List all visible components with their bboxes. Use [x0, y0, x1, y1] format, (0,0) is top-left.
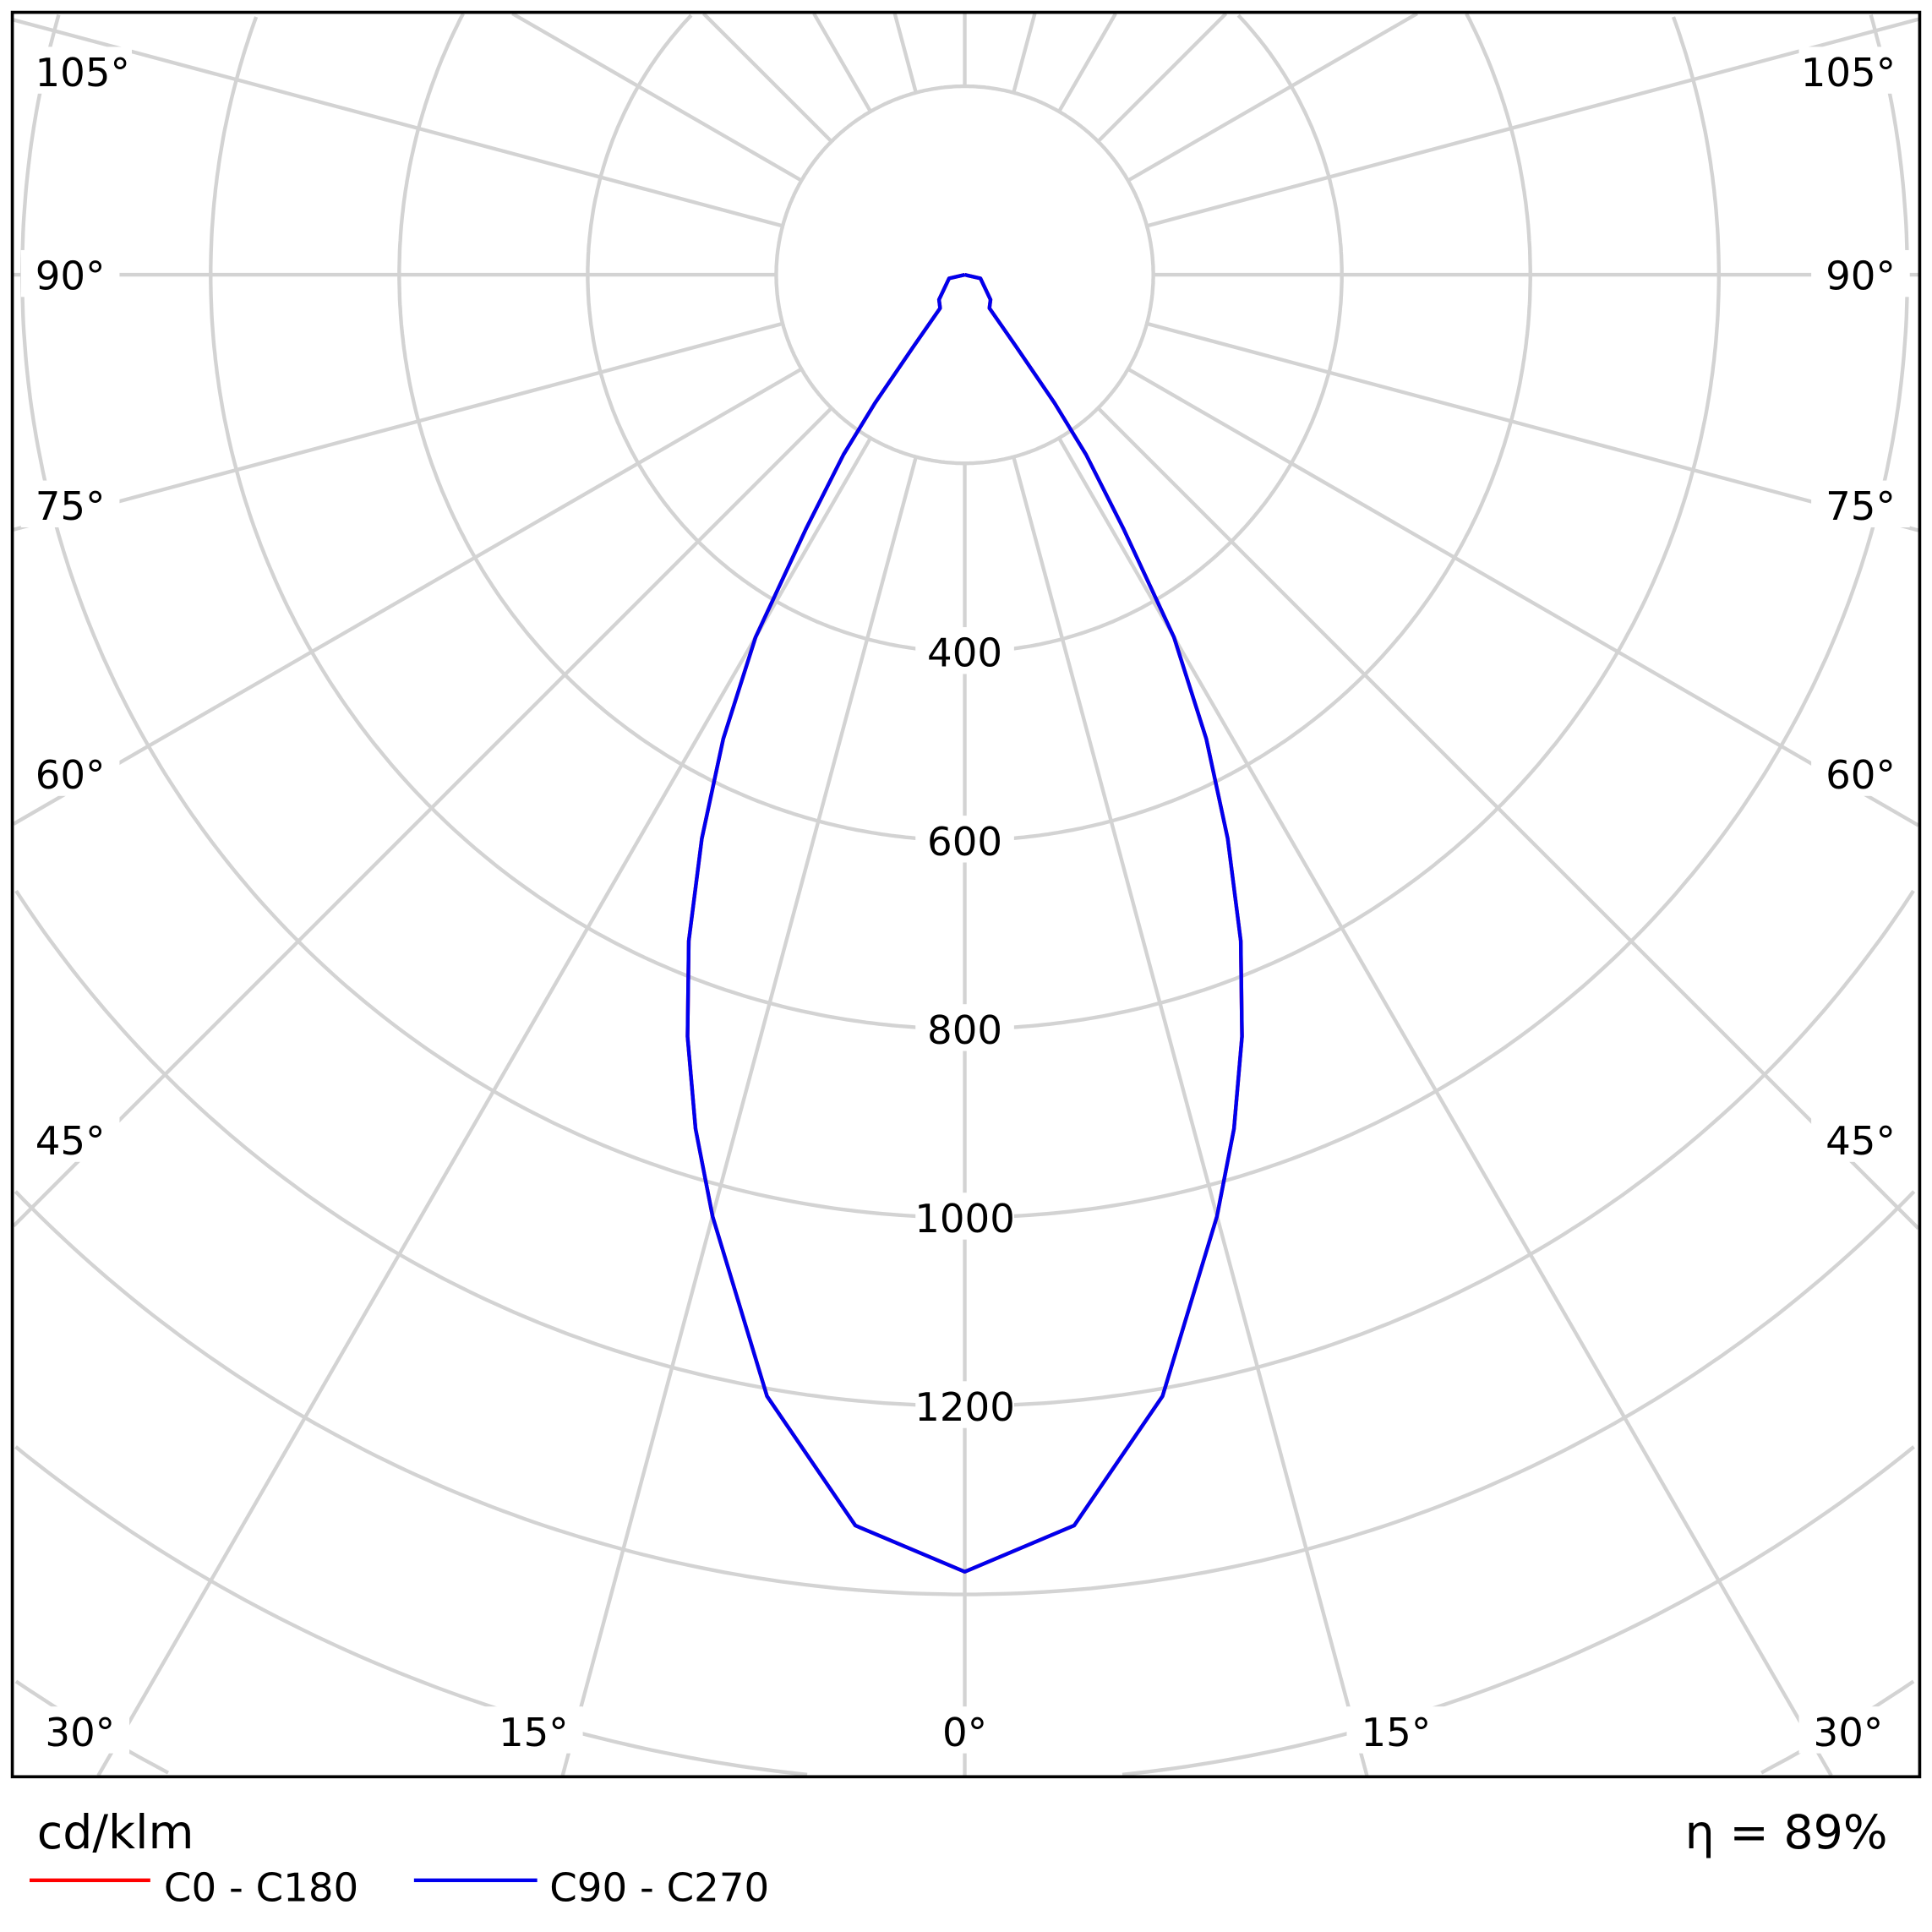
grid-spoke-210 — [812, 12, 872, 113]
tick-label-bg — [915, 1004, 1014, 1051]
angle-label: 60° — [35, 753, 106, 799]
series-curve-1 — [685, 272, 1244, 1574]
angle-label: 45° — [1826, 1119, 1896, 1165]
grid-ring-800 — [209, 16, 965, 1031]
angle-label-bg — [20, 480, 120, 527]
angle-label: 0° — [942, 1711, 987, 1756]
polar-grid — [12, 12, 1920, 1776]
grid-ring-1600 — [1122, 1445, 1915, 1776]
grid-spoke-345 — [560, 456, 918, 1776]
radial-tick-label: 400 — [927, 631, 1002, 677]
grid-spoke-240 — [511, 12, 803, 183]
tick-label-bg — [915, 627, 1014, 674]
grid-ring-400 — [586, 14, 965, 654]
tick-label-bg — [915, 1381, 1014, 1428]
grid-spoke-330 — [96, 437, 872, 1776]
grid-ring-1000 — [20, 14, 965, 1220]
angle-label: 30° — [45, 1711, 115, 1756]
grid-ring-1200 — [14, 889, 965, 1408]
angle-label-bg — [1811, 480, 1910, 527]
angle-label: 90° — [35, 254, 106, 300]
grid-spoke-60 — [1127, 367, 1920, 827]
angle-label-bg — [1798, 46, 1898, 94]
grid-ring-600 — [964, 13, 1532, 843]
grid-ring-600 — [397, 13, 965, 843]
radial-tick-label: 800 — [927, 1008, 1002, 1054]
unit-label: cd/klm — [37, 1806, 194, 1860]
radial-tick-label: 1000 — [914, 1197, 1015, 1242]
grid-spoke-150 — [1057, 12, 1117, 113]
legend-label-c0: C0 - C180 — [164, 1866, 358, 1912]
grid-ring-800 — [964, 16, 1721, 1031]
grid-labels: 400 600 800 1000 1200 105° 105° 90° 90° 75° 75° 60°… — [20, 46, 1910, 1756]
grid-ring-1200 — [964, 889, 1915, 1408]
grid-spoke-105 — [1146, 17, 1919, 228]
grid-spoke-15 — [1012, 456, 1369, 1776]
angle-label: 45° — [35, 1119, 106, 1165]
grid-spoke-135 — [1096, 12, 1228, 143]
angle-label-bg — [33, 46, 132, 94]
angle-label-bg — [20, 1115, 120, 1162]
curves — [685, 272, 1244, 1574]
angle-label-bg — [1346, 1706, 1446, 1754]
grid-ring-1600 — [14, 1445, 808, 1776]
grid-ring-400 — [964, 14, 1344, 654]
grid-ring-1000 — [964, 14, 1910, 1220]
grid-spoke-30 — [1057, 437, 1833, 1776]
grid-spoke-300 — [12, 367, 803, 826]
grid-spoke-285 — [13, 321, 783, 532]
legend-label-c90: C90 - C270 — [549, 1866, 769, 1912]
grid-spoke-225 — [701, 12, 833, 143]
angle-label-bg — [1798, 1706, 1898, 1754]
angle-label: 75° — [1826, 484, 1896, 530]
legend: C0 - C180 C90 - C270 — [29, 1866, 769, 1912]
angle-label: 90° — [1826, 254, 1896, 300]
angle-label: 105° — [1801, 51, 1896, 96]
grid-spoke-120 — [1127, 12, 1418, 183]
grid-spoke-45 — [1096, 407, 1920, 1231]
grid-spoke-255 — [13, 18, 783, 228]
grid-ring-1400 — [14, 1190, 965, 1596]
angle-label-bg — [483, 1706, 583, 1754]
angle-label: 105° — [35, 51, 130, 96]
grid-spoke-315 — [12, 407, 833, 1228]
angle-label-bg — [20, 249, 120, 297]
angle-label-bg — [1811, 1115, 1910, 1162]
angle-label: 75° — [35, 484, 106, 530]
angle-label-bg — [20, 749, 120, 796]
angle-label-bg — [915, 1706, 1014, 1754]
efficiency-label: η = 89% — [1685, 1806, 1888, 1860]
grid-spoke-195 — [892, 13, 918, 94]
angle-label: 15° — [499, 1711, 569, 1756]
grid-spoke-165 — [1012, 13, 1037, 94]
angle-label-bg — [1811, 749, 1910, 796]
angle-label: 15° — [1361, 1711, 1431, 1756]
angle-label-bg — [30, 1706, 130, 1754]
tick-label-bg — [915, 1192, 1014, 1240]
radial-tick-label: 1200 — [914, 1385, 1015, 1431]
angle-label: 60° — [1826, 753, 1896, 799]
radial-tick-label: 600 — [927, 820, 1002, 865]
angle-label: 30° — [1814, 1711, 1884, 1756]
plot-frame — [10, 10, 1922, 1779]
angle-label-bg — [1811, 249, 1910, 297]
grid-ring-1400 — [964, 1190, 1916, 1596]
grid-spoke-75 — [1146, 321, 1919, 532]
tick-label-bg — [915, 816, 1014, 863]
